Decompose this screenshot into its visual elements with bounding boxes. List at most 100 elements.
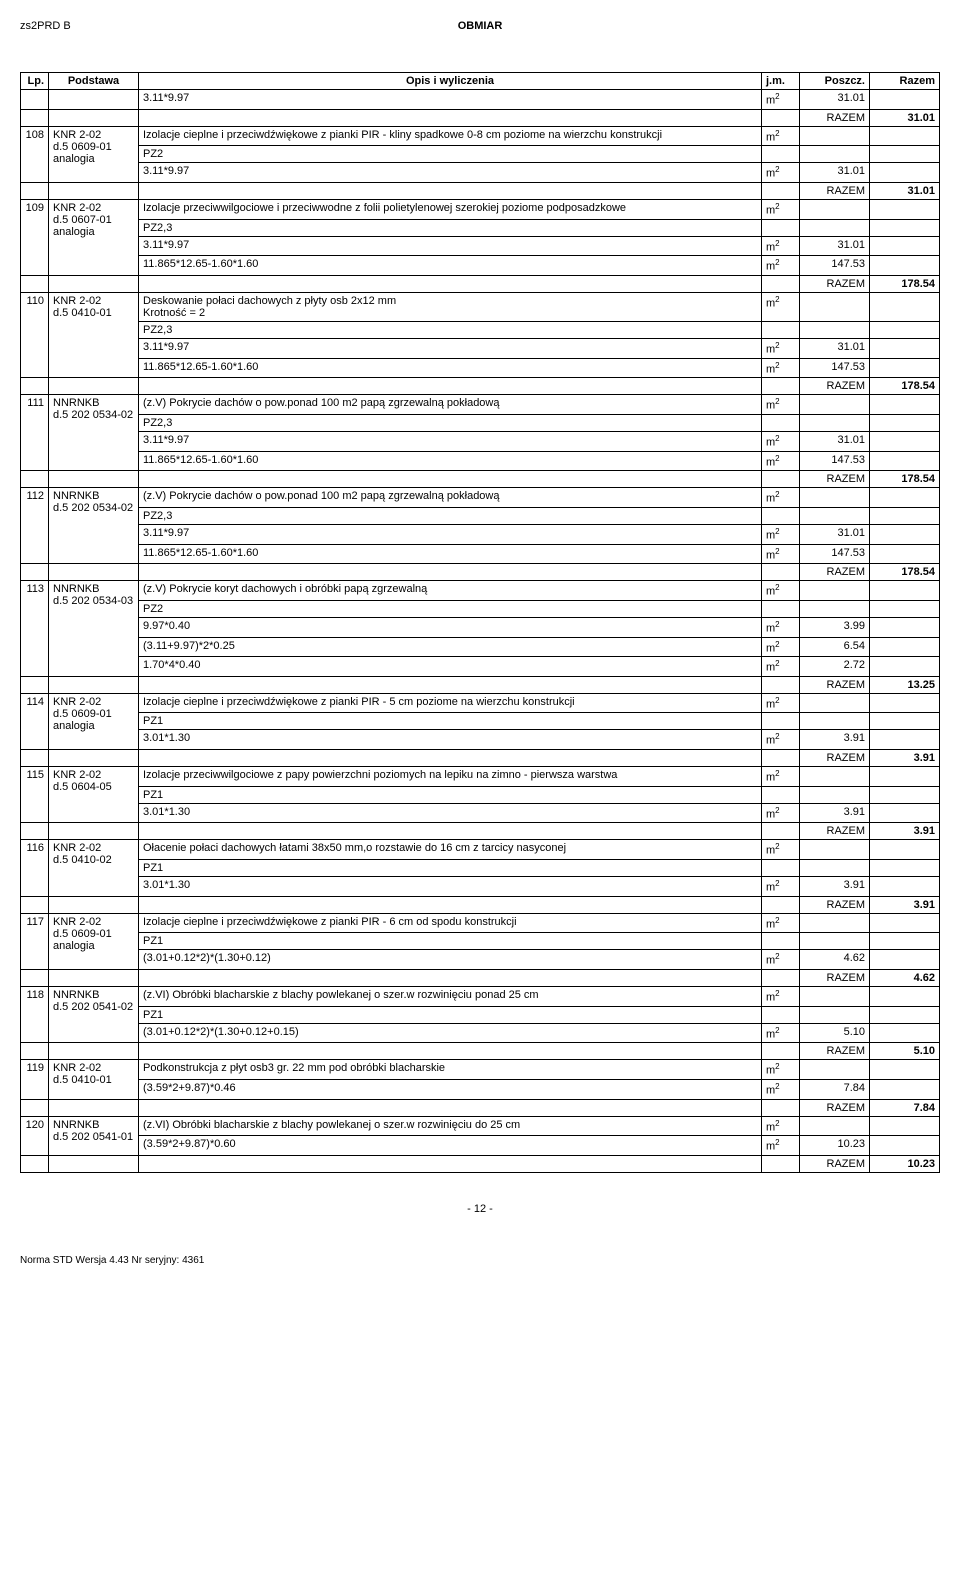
page-number: - 12 - — [20, 1203, 940, 1215]
item-row: 120NNRNKBd.5 202 0541-01(z.VI) Obróbki b… — [21, 1116, 940, 1136]
cell-poszcz: 31.01 — [800, 338, 870, 358]
cell-jm: m2 — [762, 637, 800, 657]
calc-row: 9.97*0.40m23.99 — [21, 617, 940, 637]
cell-opis: 3.01*1.30 — [139, 730, 762, 750]
cell-jm: m2 — [762, 730, 800, 750]
calc-row: PZ1 — [21, 713, 940, 730]
cell-podstawa: NNRNKBd.5 202 0541-02 — [49, 987, 139, 1043]
item-row: 110KNR 2-02d.5 0410-01Deskowanie połaci … — [21, 292, 940, 321]
calc-row: PZ2,3 — [21, 321, 940, 338]
cell-lp: 113 — [21, 581, 49, 677]
cell-opis: (z.VI) Obróbki blacharskie z blachy powl… — [139, 1116, 762, 1136]
razem-value: 178.54 — [870, 471, 940, 488]
cell-opis: 3.11*9.97 — [139, 338, 762, 358]
cell-poszcz: 147.53 — [800, 256, 870, 276]
cell-jm: m2 — [762, 693, 800, 713]
razem-row: RAZEM178.54 — [21, 471, 940, 488]
cell-podstawa: KNR 2-02d.5 0609-01analogia — [49, 913, 139, 969]
item-row: 114KNR 2-02d.5 0609-01analogiaIzolacje c… — [21, 693, 940, 713]
cell-jm: m2 — [762, 236, 800, 256]
cell-poszcz: 5.10 — [800, 1023, 870, 1043]
cell-jm: m2 — [762, 1080, 800, 1100]
cell-poszcz — [800, 321, 870, 338]
cell-opis: 3.01*1.30 — [139, 877, 762, 897]
cell-jm: m2 — [762, 163, 800, 183]
cell-lp: 114 — [21, 693, 49, 749]
razem-value: 31.01 — [870, 109, 940, 126]
table-header-row: Lp. Podstawa Opis i wyliczenia j.m. Posz… — [21, 73, 940, 90]
cell-lp: 117 — [21, 913, 49, 969]
cell-poszcz: 10.23 — [800, 1136, 870, 1156]
item-row: 113NNRNKBd.5 202 0534-03(z.V) Pokrycie k… — [21, 581, 940, 601]
item-row: 116KNR 2-02d.5 0410-02Ołacenie połaci da… — [21, 840, 940, 860]
calc-row: 11.865*12.65-1.60*1.60m2147.53 — [21, 256, 940, 276]
cell-opis: PZ1 — [139, 786, 762, 803]
cell-podstawa: KNR 2-02d.5 0609-01analogia — [49, 693, 139, 749]
razem-value: 31.01 — [870, 182, 940, 199]
th-podstawa: Podstawa — [49, 73, 139, 90]
cell-podstawa: NNRNKBd.5 202 0534-03 — [49, 581, 139, 677]
item-row: 112NNRNKBd.5 202 0534-02(z.V) Pokrycie d… — [21, 488, 940, 508]
cell-jm — [762, 933, 800, 950]
cell-poszcz: 6.54 — [800, 637, 870, 657]
cell-opis: 11.865*12.65-1.60*1.60 — [139, 256, 762, 276]
cell-podstawa: KNR 2-02d.5 0410-01 — [49, 292, 139, 377]
page-header: zs2PRD B OBMIAR — [20, 20, 940, 32]
cell-poszcz: 31.01 — [800, 90, 870, 110]
cell-poszcz: 3.99 — [800, 617, 870, 637]
razem-label: RAZEM — [800, 471, 870, 488]
cell-jm: m2 — [762, 292, 800, 321]
cell-jm: m2 — [762, 950, 800, 970]
cell-opis: PZ2 — [139, 146, 762, 163]
th-razem: Razem — [870, 73, 940, 90]
cell-lp: 112 — [21, 488, 49, 564]
cell-poszcz: 2.72 — [800, 657, 870, 677]
cell-jm: m2 — [762, 617, 800, 637]
cell-opis: Izolacje cieplne i przeciwdźwiękowe z pi… — [139, 693, 762, 713]
razem-row: RAZEM178.54 — [21, 564, 940, 581]
cell-poszcz — [800, 219, 870, 236]
cell-jm: m2 — [762, 877, 800, 897]
cell-podstawa: KNR 2-02d.5 0607-01analogia — [49, 199, 139, 275]
cell-poszcz: 147.53 — [800, 451, 870, 471]
calc-row: 1.70*4*0.40m22.72 — [21, 657, 940, 677]
cell-jm — [762, 1006, 800, 1023]
cell-jm: m2 — [762, 913, 800, 933]
cell-jm: m2 — [762, 199, 800, 219]
calc-row: (3.59*2+9.87)*0.60m210.23 — [21, 1136, 940, 1156]
cell-opis: (z.V) Pokrycie dachów o pow.ponad 100 m2… — [139, 395, 762, 415]
cell-lp: 109 — [21, 199, 49, 275]
table-row: 3.11*9.97m231.01 — [21, 90, 940, 110]
cell-poszcz: 4.62 — [800, 950, 870, 970]
cell-opis: 11.865*12.65-1.60*1.60 — [139, 451, 762, 471]
calc-row: 3.01*1.30m23.91 — [21, 803, 940, 823]
cell-jm: m2 — [762, 395, 800, 415]
cell-jm: m2 — [762, 451, 800, 471]
calc-row: (3.59*2+9.87)*0.46m27.84 — [21, 1080, 940, 1100]
calc-row: 11.865*12.65-1.60*1.60m2147.53 — [21, 544, 940, 564]
cell-jm: m2 — [762, 90, 800, 110]
cell-jm — [762, 860, 800, 877]
razem-label: RAZEM — [800, 750, 870, 767]
item-row: 111NNRNKBd.5 202 0534-02(z.V) Pokrycie d… — [21, 395, 940, 415]
cell-jm: m2 — [762, 581, 800, 601]
main-table: Lp. Podstawa Opis i wyliczenia j.m. Posz… — [20, 72, 940, 1173]
cell-opis: Izolacje przeciwwilgociowe i przeciwwodn… — [139, 199, 762, 219]
cell-opis: (3.59*2+9.87)*0.46 — [139, 1080, 762, 1100]
cell-opis: 3.11*9.97 — [139, 236, 762, 256]
calc-row: 3.01*1.30m23.91 — [21, 730, 940, 750]
calc-row: PZ2,3 — [21, 507, 940, 524]
cell-poszcz — [800, 860, 870, 877]
calc-row: (3.01+0.12*2)*(1.30+0.12+0.15)m25.10 — [21, 1023, 940, 1043]
cell-jm — [762, 600, 800, 617]
calc-row: (3.11+9.97)*2*0.25m26.54 — [21, 637, 940, 657]
item-row: 119KNR 2-02d.5 0410-01Podkonstrukcja z p… — [21, 1060, 940, 1080]
cell-jm — [762, 713, 800, 730]
cell-poszcz — [800, 146, 870, 163]
cell-jm: m2 — [762, 1060, 800, 1080]
cell-poszcz — [800, 713, 870, 730]
cell-opis: (3.01+0.12*2)*(1.30+0.12+0.15) — [139, 1023, 762, 1043]
cell-podstawa: KNR 2-02d.5 0410-02 — [49, 840, 139, 896]
cell-opis: Podkonstrukcja z płyt osb3 gr. 22 mm pod… — [139, 1060, 762, 1080]
razem-row: RAZEM31.01 — [21, 109, 940, 126]
